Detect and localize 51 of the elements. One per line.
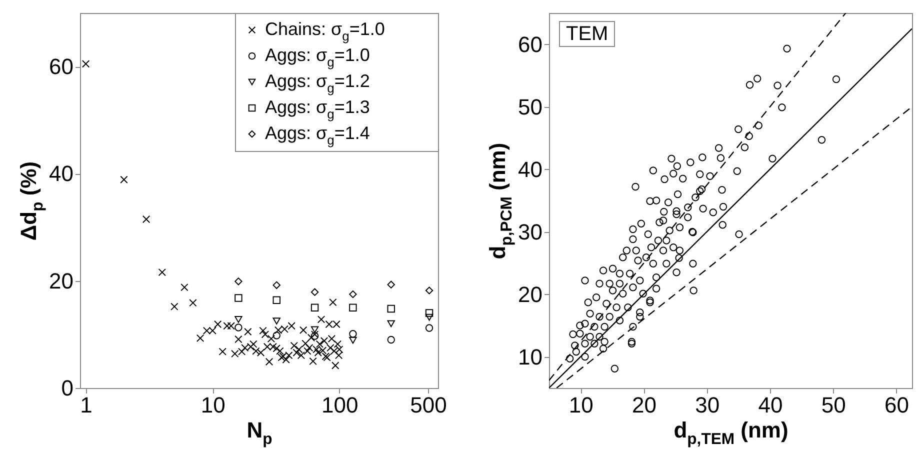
x-tick-label: 30	[695, 392, 720, 418]
point	[272, 332, 280, 340]
point	[234, 316, 242, 323]
x-axis-title: d$_{p,TEM}$ (nm)	[674, 418, 788, 448]
x-tick-label: 50	[821, 392, 846, 418]
legend-label: Aggs: σ$_{g}$=1.0	[265, 45, 370, 70]
point	[425, 324, 434, 332]
point	[349, 336, 357, 344]
x-tick-label: 100	[321, 392, 358, 418]
y-tick-label: 40	[49, 161, 74, 186]
x-axis-title: N$_{p}$	[246, 418, 272, 448]
point	[272, 296, 280, 304]
point	[234, 294, 242, 302]
y-tick-label: 50	[518, 94, 542, 120]
x-tick-label: 60	[884, 392, 909, 418]
point	[387, 320, 395, 328]
y-tick-label: 0	[61, 376, 74, 400]
point	[387, 304, 395, 313]
x-tick-label: 1	[80, 392, 92, 418]
legend-label: Aggs: σ$_{g}$=1.3	[265, 97, 370, 122]
x-tick-label: 20	[632, 392, 656, 418]
point	[310, 326, 319, 334]
point	[310, 288, 319, 296]
y-tick-label: 60	[518, 32, 542, 57]
point	[425, 314, 434, 321]
y-tick-label: 40	[518, 156, 542, 182]
point	[349, 304, 357, 312]
y-tick-label: 30	[518, 219, 542, 244]
annotation: TEM	[559, 21, 616, 47]
point	[310, 332, 319, 340]
legend-label: Aggs: σ$_{g}$=1.4	[265, 123, 370, 148]
y-tick-label: 10	[518, 344, 542, 370]
point	[387, 336, 395, 344]
y-tick-label: 20	[518, 282, 542, 307]
x-tick-label: 10	[568, 392, 594, 418]
point	[272, 281, 280, 289]
legend-label: Chains: σ$_{g}$=1.0	[265, 19, 385, 44]
point	[425, 286, 434, 294]
x-tick-label: 500	[410, 392, 447, 418]
point	[310, 304, 319, 312]
point	[387, 280, 395, 288]
point	[425, 309, 434, 317]
point	[234, 278, 242, 286]
point	[272, 318, 280, 324]
x-tick-label: 10	[200, 392, 226, 418]
legend-label: Aggs: σ$_{g}$=1.2	[265, 71, 370, 96]
x-tick-label: 40	[758, 392, 783, 418]
point	[349, 330, 357, 338]
y-tick-label: 60	[49, 54, 74, 80]
y-tick-label: 20	[49, 268, 74, 294]
point	[349, 290, 357, 298]
